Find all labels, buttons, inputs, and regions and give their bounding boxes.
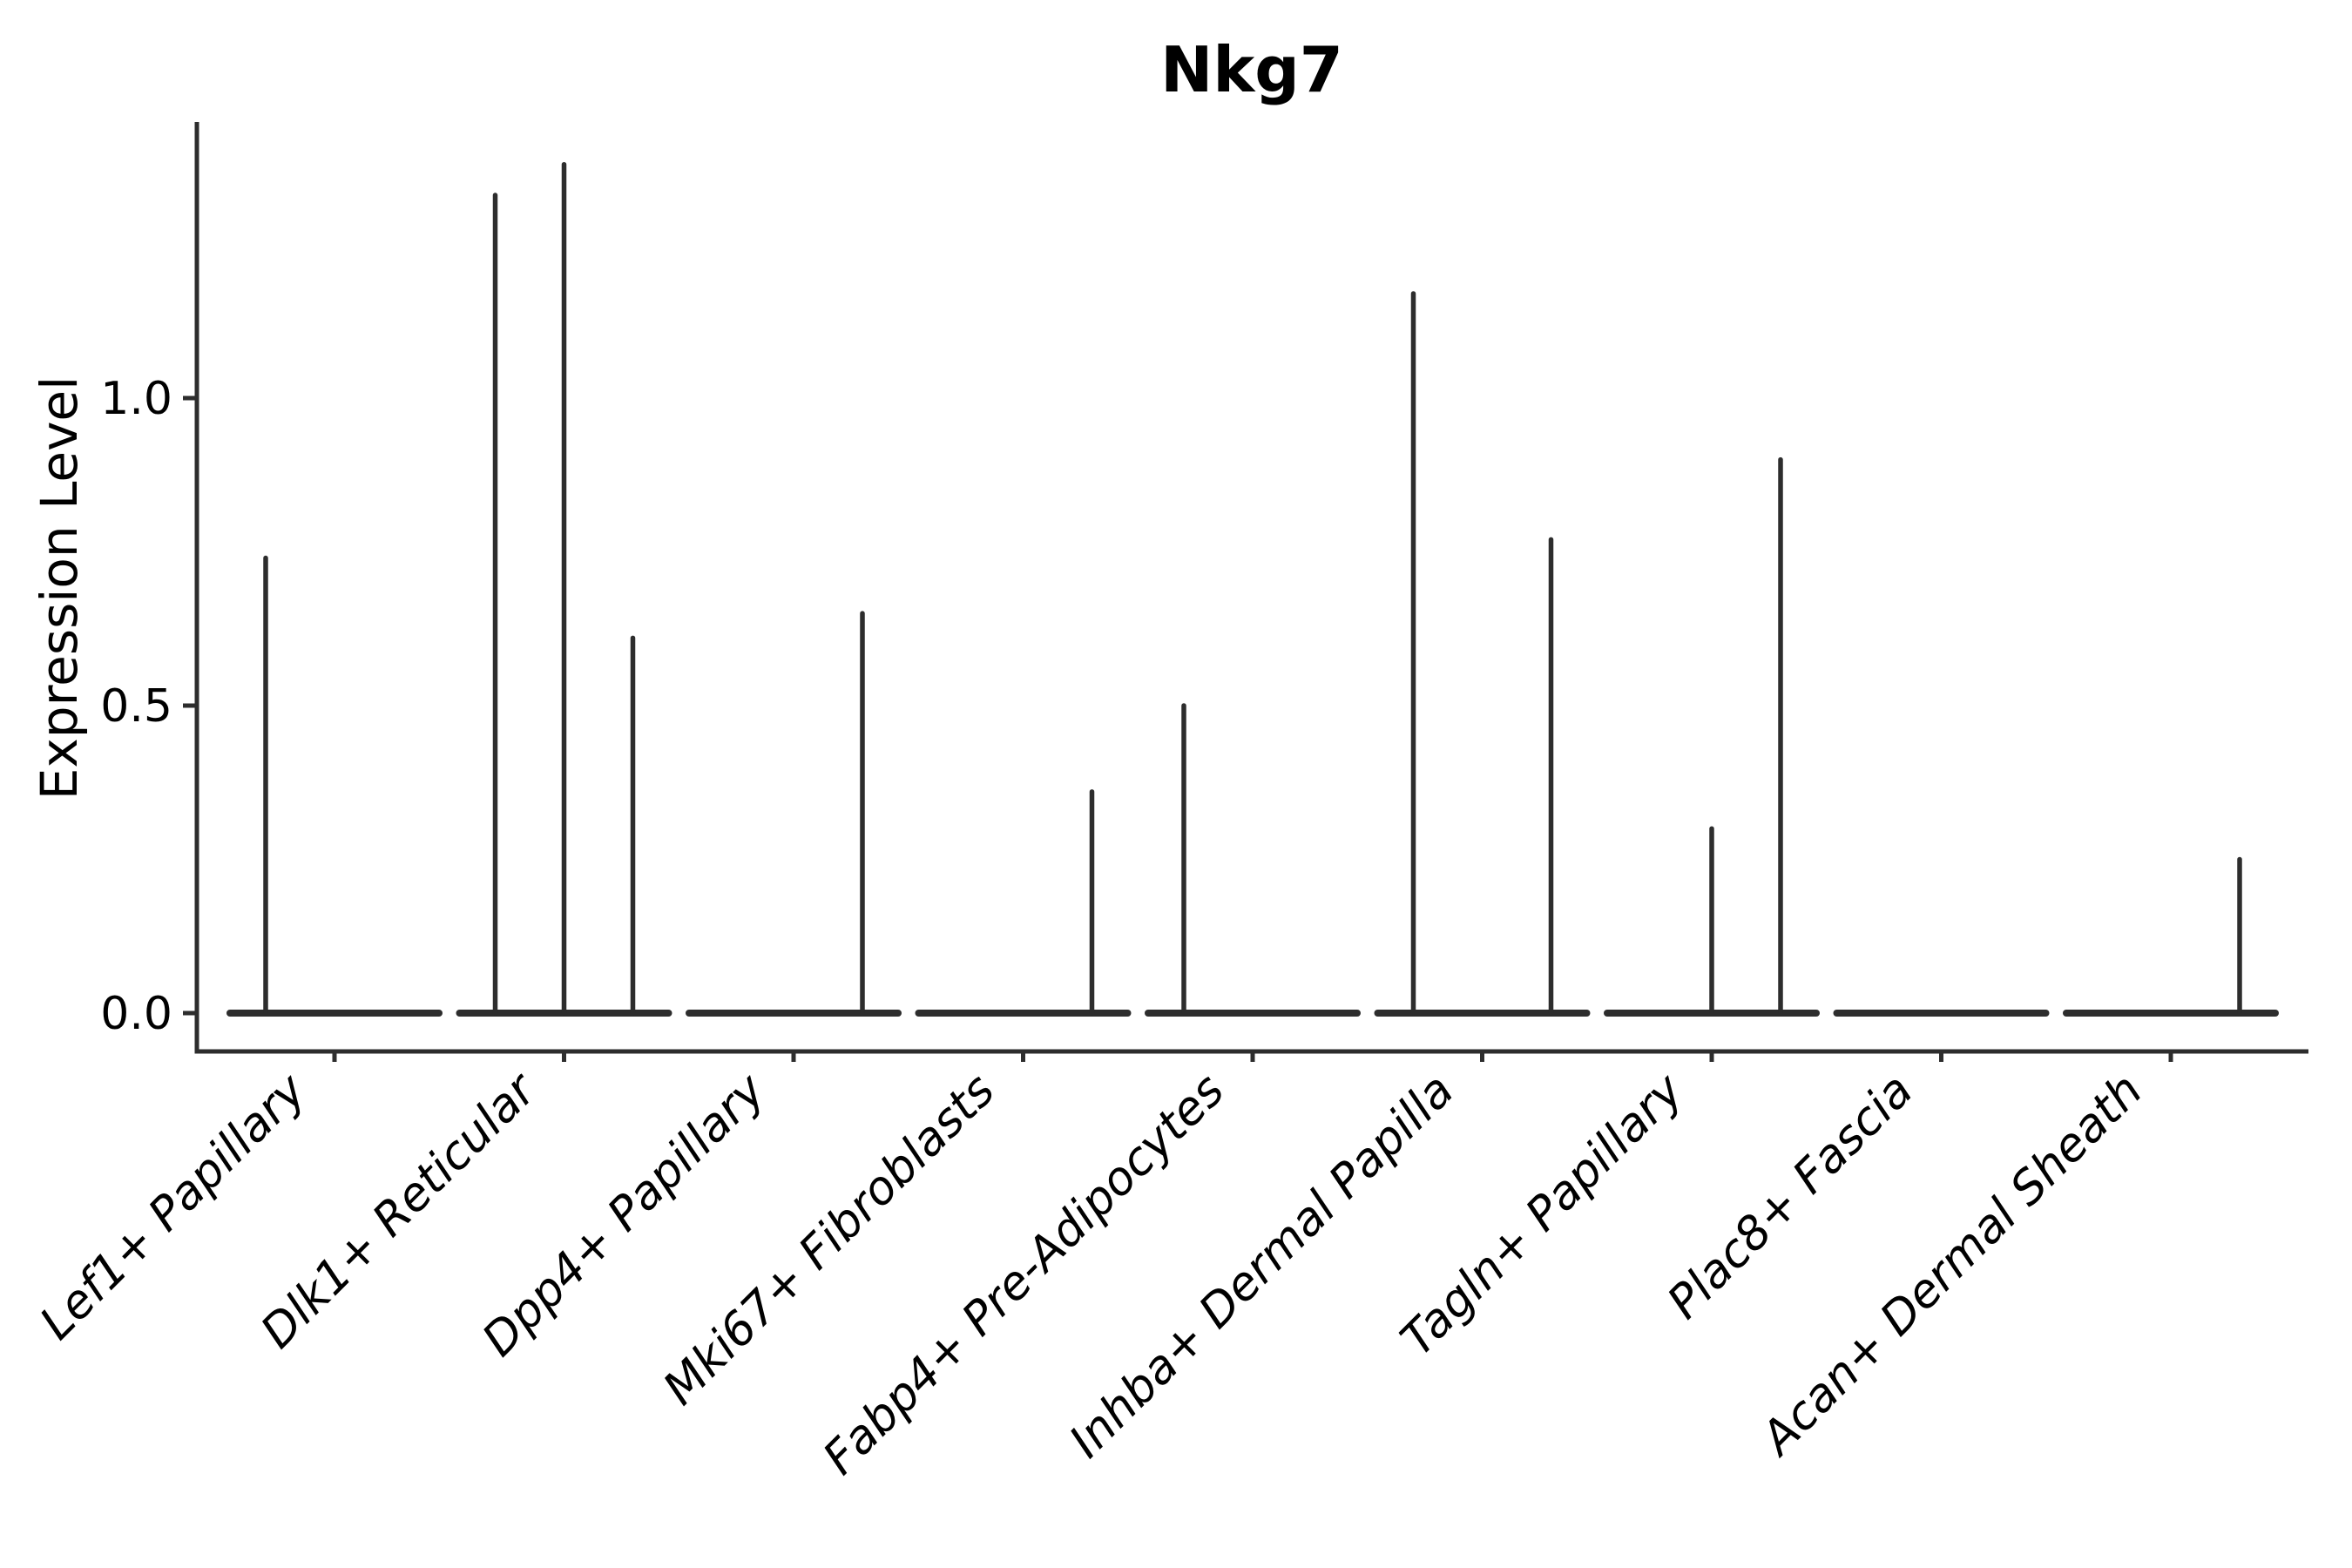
x-tick-label: Inhba+ Dermal Papilla [1059, 1064, 1463, 1468]
y-tick-label: 0.0 [100, 988, 172, 1040]
chart-title: Nkg7 [1160, 33, 1343, 106]
y-tick-label: 1.0 [100, 373, 172, 425]
y-tick-layer: 0.0 0.5 1.0 [100, 373, 197, 1040]
violin-1 [226, 555, 443, 1017]
y-tick-label: 0.5 [100, 680, 172, 733]
violin-9 [2063, 856, 2279, 1017]
y-axis-title: Expression Level [30, 376, 89, 800]
violin-5 [1145, 703, 1361, 1017]
violin-4 [915, 789, 1132, 1017]
axes-layer [194, 122, 2308, 1054]
x-tick-label: Plac8+ Fascia [1658, 1064, 1923, 1329]
violin-layer [226, 161, 2279, 1017]
x-tick-label: Acan+ Dermal Sheath [1750, 1064, 2153, 1467]
x-tick-label: Fabp4+ Pre-Adipocytes [814, 1064, 1235, 1485]
violin-3 [686, 611, 902, 1017]
violin-7 [1604, 456, 1820, 1017]
violin-2 [456, 161, 672, 1017]
violin-6 [1374, 291, 1591, 1017]
